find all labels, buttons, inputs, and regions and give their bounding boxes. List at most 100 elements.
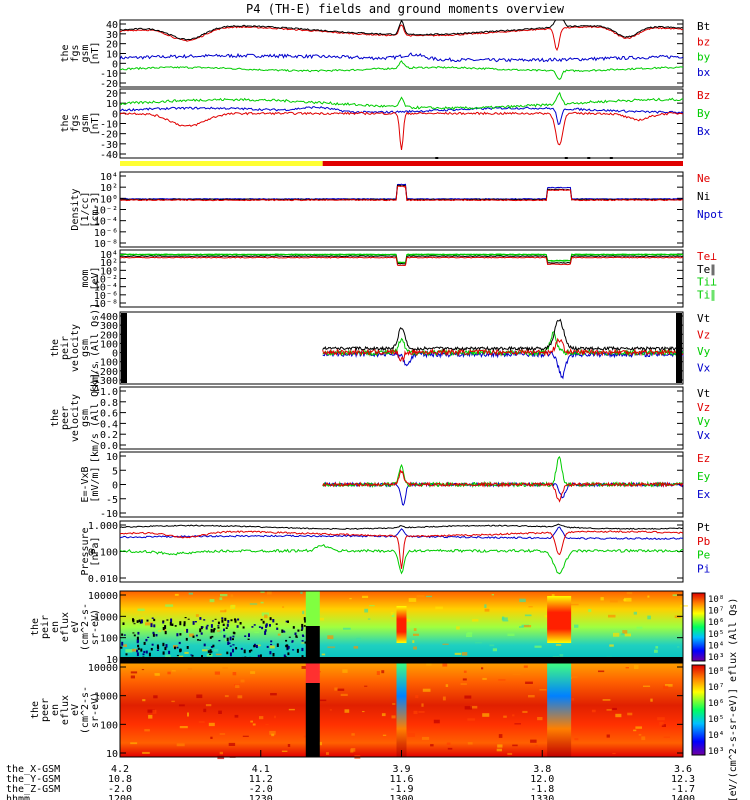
spectrogram-noise [185,637,188,641]
x-tick-label: 1400 [671,794,695,800]
y-tick-label: 0.010 [88,574,118,585]
y-tick-label: 10⁻⁶ [94,228,118,239]
spectrogram-noise [143,641,146,645]
spectrogram-texture [467,742,473,745]
spectrogram-noise [251,626,254,628]
colorbar-tick-label: 10⁶ [708,618,724,628]
spectrogram-texture [269,730,276,735]
spectrogram-noise [288,636,291,638]
series-bt [119,19,684,41]
spectrogram-texture [351,733,355,736]
y-axis-label: peir [40,615,51,639]
spectrogram-texture [237,695,243,699]
legend-ne: Ne [697,172,710,185]
plot-area [119,386,684,450]
colorbar-tick-label: 10⁸ [708,595,724,605]
y-axis-label: Density [70,188,81,230]
bottom-axis: 4.210.8-2.012004.111.2-2.012303.911.6-1.… [6,750,695,800]
y-tick-label: 0.4 [100,419,118,430]
spectrogram-texture [430,744,434,747]
y-tick-label: 30 [106,30,118,41]
y-axis-label: [eV] [90,266,101,290]
spectrogram-noise [301,647,304,652]
mode-bar-mark [435,157,439,159]
y-axis-label: eV [70,704,81,716]
spectrogram-noise [287,646,290,649]
spectrogram-texture [219,597,223,601]
spectrogram-texture [612,707,617,710]
spectrogram-noise [217,625,220,627]
legend-by: by [697,51,711,64]
spectrogram-noise [125,653,128,656]
series-ne [119,185,684,202]
spectrogram-noise [209,653,212,655]
spectrogram-noise [240,647,243,650]
spectrogram-texture [413,646,417,650]
y-tick-label: 100 [100,634,118,645]
colorbar-tick-label: 10⁵ [708,630,724,640]
spectrogram-noise [183,621,186,625]
y-axis-label: fgs [70,114,81,132]
y-tick-label: 1000 [94,692,118,703]
spectrogram-texture [519,598,526,603]
y-tick-label: 10 [106,50,118,61]
spectrogram-noise [264,631,267,635]
spectrogram-noise [210,624,213,628]
spectrogram-noise [283,654,286,658]
spectrogram-noise [281,629,284,633]
x-tick-label: 3.9 [392,764,410,775]
spectrogram-texture [657,717,665,721]
colorbar-tick-label: 10³ [708,653,724,663]
spectrogram-noise [210,628,213,633]
spectrogram-texture [659,721,664,726]
spectrogram-texture [362,711,365,713]
spectrogram-texture [187,712,189,717]
y-tick-label: 10000 [88,663,118,674]
spectrogram-texture [130,742,138,745]
y-axis-label: mom [80,269,91,287]
y-tick-label: 10⁻⁴ [94,217,118,228]
spectrogram-texture [265,724,269,726]
x-tick-label: 11.2 [249,774,273,785]
spectrogram-noise [248,650,251,653]
spectrogram-texture [230,594,234,598]
spectrogram-noise [199,639,202,641]
spectrogram-noise [176,646,179,649]
spectrogram-texture [152,709,157,714]
y-axis-label: Pressure [80,527,91,575]
spectrogram-texture [215,653,222,656]
spectrogram-noise [179,649,182,653]
spectrogram-noise [207,650,210,653]
spectrogram-texture [224,638,228,642]
spectrogram-texture [525,681,533,684]
spectrogram-noise [164,630,167,635]
spectrogram-noise [253,645,256,648]
colorbar-tick-label: 10⁴ [708,731,724,741]
spectrogram-texture [463,670,467,673]
spectrogram-texture [624,633,631,637]
y-tick-label: 10⁻² [94,206,118,217]
spectrogram-texture [209,599,215,603]
y-axis-label: [km/s (All Qs)] [90,373,101,463]
y-tick-label: 5 [112,466,118,477]
y-tick-label: 1.0 [100,387,118,398]
spectrogram-noise [153,624,156,628]
series-bz [119,111,684,150]
spectrogram-texture [258,628,261,631]
spectrogram-noise [197,639,199,641]
spectrogram-noise [194,621,197,623]
spectrogram-texture [267,591,272,595]
spectrogram-noise [146,619,149,622]
spectrogram-noise [287,652,290,656]
spectrogram-texture [634,665,639,669]
spectrogram-noise [226,637,229,642]
spectrogram-noise [162,627,165,631]
spectrogram-texture [165,604,174,607]
spectrogram-texture [654,649,658,653]
spectrogram-noise [301,626,304,630]
spectrogram-texture [413,633,419,636]
spectrogram-texture [302,610,305,615]
spectrogram-texture [492,648,497,652]
x-tick-label: 1230 [249,794,273,800]
spectrogram-texture [408,598,417,602]
